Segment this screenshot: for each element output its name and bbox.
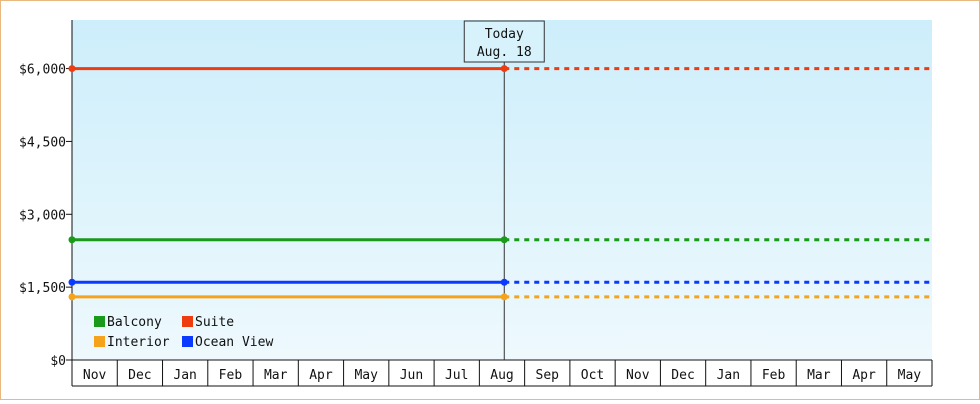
x-tick-label: Mar bbox=[264, 368, 288, 383]
x-tick-label: Jun bbox=[400, 368, 423, 383]
x-tick-label: Dec bbox=[671, 368, 694, 383]
x-tick-label: Dec bbox=[128, 368, 151, 383]
legend-label-ocean-view: Ocean View bbox=[195, 335, 273, 350]
y-tick-label: $6,000 bbox=[19, 63, 66, 78]
series-point-suite bbox=[68, 65, 76, 73]
series-point-interior bbox=[68, 293, 76, 301]
legend-swatch-ocean-view bbox=[182, 336, 193, 347]
legend-swatch-suite bbox=[182, 316, 193, 327]
y-tick-label: $1,500 bbox=[19, 281, 66, 296]
today-label: Today bbox=[485, 27, 524, 42]
x-tick-label: Mar bbox=[807, 368, 831, 383]
today-marker: Today Aug. 18 bbox=[463, 20, 545, 360]
x-tick-label: Jan bbox=[173, 368, 196, 383]
y-axis: $0 $1,500 $3,000 $4,500 $6,000 bbox=[19, 20, 73, 386]
legend: Balcony Suite Interior Ocean View bbox=[94, 315, 273, 350]
series-point-ocean-view bbox=[68, 278, 76, 286]
x-tick-label: Oct bbox=[581, 368, 604, 383]
legend-label-interior: Interior bbox=[107, 335, 170, 350]
series-point-interior bbox=[500, 293, 508, 301]
x-tick-label: Apr bbox=[852, 368, 876, 383]
x-axis: Nov Dec Jan Feb Mar Apr May Jun Jul Aug Sep Oct Nov D… bbox=[71, 359, 933, 387]
legend-swatch-interior bbox=[94, 336, 105, 347]
x-tick-label: May bbox=[354, 368, 378, 383]
y-tick-label: $4,500 bbox=[19, 135, 66, 150]
x-tick-label: Feb bbox=[762, 368, 786, 383]
legend-label-balcony: Balcony bbox=[107, 315, 162, 330]
x-tick-label: Nov bbox=[83, 368, 107, 383]
legend-swatch-balcony bbox=[94, 316, 105, 327]
x-tick-label: Aug bbox=[490, 368, 513, 383]
series-point-suite bbox=[500, 65, 508, 73]
x-tick-label: Apr bbox=[309, 368, 333, 383]
legend-label-suite: Suite bbox=[195, 315, 234, 330]
x-tick-label: Feb bbox=[219, 368, 243, 383]
x-tick-label: Jan bbox=[717, 368, 740, 383]
x-tick-label: Nov bbox=[626, 368, 650, 383]
series-point-balcony bbox=[500, 236, 508, 244]
plot-background bbox=[72, 20, 932, 360]
x-tick-label: May bbox=[898, 368, 922, 383]
series-lines bbox=[68, 65, 932, 301]
series-point-ocean-view bbox=[500, 278, 508, 286]
x-tick-label: Sep bbox=[536, 368, 560, 383]
y-tick-label: $3,000 bbox=[19, 208, 66, 223]
x-tick-label: Jul bbox=[445, 368, 468, 383]
today-box bbox=[463, 20, 545, 63]
y-tick-label: $0 bbox=[50, 354, 66, 369]
series-point-balcony bbox=[68, 236, 76, 244]
today-date: Aug. 18 bbox=[477, 45, 532, 60]
